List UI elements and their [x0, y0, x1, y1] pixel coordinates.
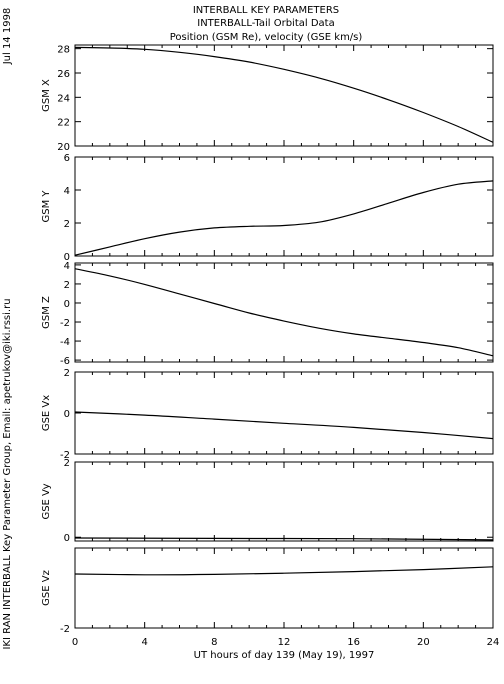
panel-6: -2 GSE Vz [41, 547, 494, 635]
panel-frame [74, 262, 494, 363]
x-tick-label: 20 [417, 637, 430, 648]
panel-3: -6 -4 -2 0 2 4 GSM Z [41, 261, 494, 367]
panel-frame [74, 44, 494, 147]
title-line-2: INTERBALL-Tail Orbital Data [197, 18, 334, 29]
panel-frame [74, 371, 494, 455]
y-tick-label: 2 [64, 219, 70, 230]
y-tick-label: 4 [64, 186, 70, 197]
y-axis-label: GSM Y [41, 190, 52, 223]
y-axis-label: GSM X [41, 79, 52, 112]
title-line-3: Position (GSM Re), velocity (GSE km/s) [170, 32, 363, 43]
panel-frame [74, 156, 494, 257]
x-tick-labels: 0 4 8 12 16 20 24 [72, 637, 500, 648]
x-tick-label: 16 [347, 637, 360, 648]
x-tick-label: 8 [211, 637, 217, 648]
series-line-gsm-x [74, 46, 494, 143]
side-date: Jul 14 1998 [2, 8, 13, 66]
y-tick-label: 0 [64, 299, 70, 310]
side-credit: IKI RAN INTERBALL Key Parameter Group, E… [2, 298, 13, 649]
series-line-gse-vz [74, 566, 494, 576]
panel-1: 20 22 24 26 28 GSM X [41, 44, 494, 153]
y-tick-label: 4 [64, 261, 70, 272]
title-line-1: INTERBALL KEY PARAMETERS [193, 5, 339, 16]
y-axis-label: GSE Vx [41, 395, 52, 431]
panel-4: -2 0 2 GSE Vx [41, 368, 494, 461]
y-tick-label: 24 [57, 93, 70, 104]
x-tick-label: 4 [141, 637, 147, 648]
y-tick-label: -6 [60, 356, 70, 367]
y-axis-label: GSM Z [41, 296, 52, 329]
y-tick-label: 0 [64, 409, 70, 420]
series-line-gsm-z [74, 268, 494, 357]
y-tick-label: 26 [57, 69, 70, 80]
y-tick-label: 28 [57, 45, 70, 56]
panel-2: 0 2 4 6 GSM Y [41, 153, 494, 263]
x-tick-label: 0 [72, 637, 78, 648]
panel-5: 0 2 GSE Vy [41, 458, 494, 544]
x-tick-label: 24 [487, 637, 500, 648]
y-axis-label: GSE Vy [41, 483, 52, 519]
panel-frame [74, 547, 494, 629]
panel-frame [74, 461, 494, 542]
y-tick-label: 2 [64, 280, 70, 291]
y-tick-label: 2 [64, 458, 70, 469]
x-tick-label: 12 [278, 637, 291, 648]
y-tick-label: 22 [57, 118, 70, 129]
y-axis-label: GSE Vz [41, 570, 52, 606]
series-line-gsm-y [74, 180, 494, 256]
x-axis-label: UT hours of day 139 (May 19), 1997 [194, 650, 375, 661]
y-tick-label: 6 [64, 153, 70, 164]
y-tick-label: -2 [60, 450, 70, 461]
y-tick-label: -4 [60, 337, 70, 348]
series-line-gse-vy [74, 537, 494, 541]
y-tick-label: -2 [60, 624, 70, 635]
y-tick-label: 2 [64, 368, 70, 379]
y-tick-label: 0 [64, 533, 70, 544]
series-line-gse-vx [74, 411, 494, 440]
y-tick-label: 0 [64, 252, 70, 263]
y-tick-label: -2 [60, 318, 70, 329]
y-tick-label: 20 [57, 142, 70, 153]
